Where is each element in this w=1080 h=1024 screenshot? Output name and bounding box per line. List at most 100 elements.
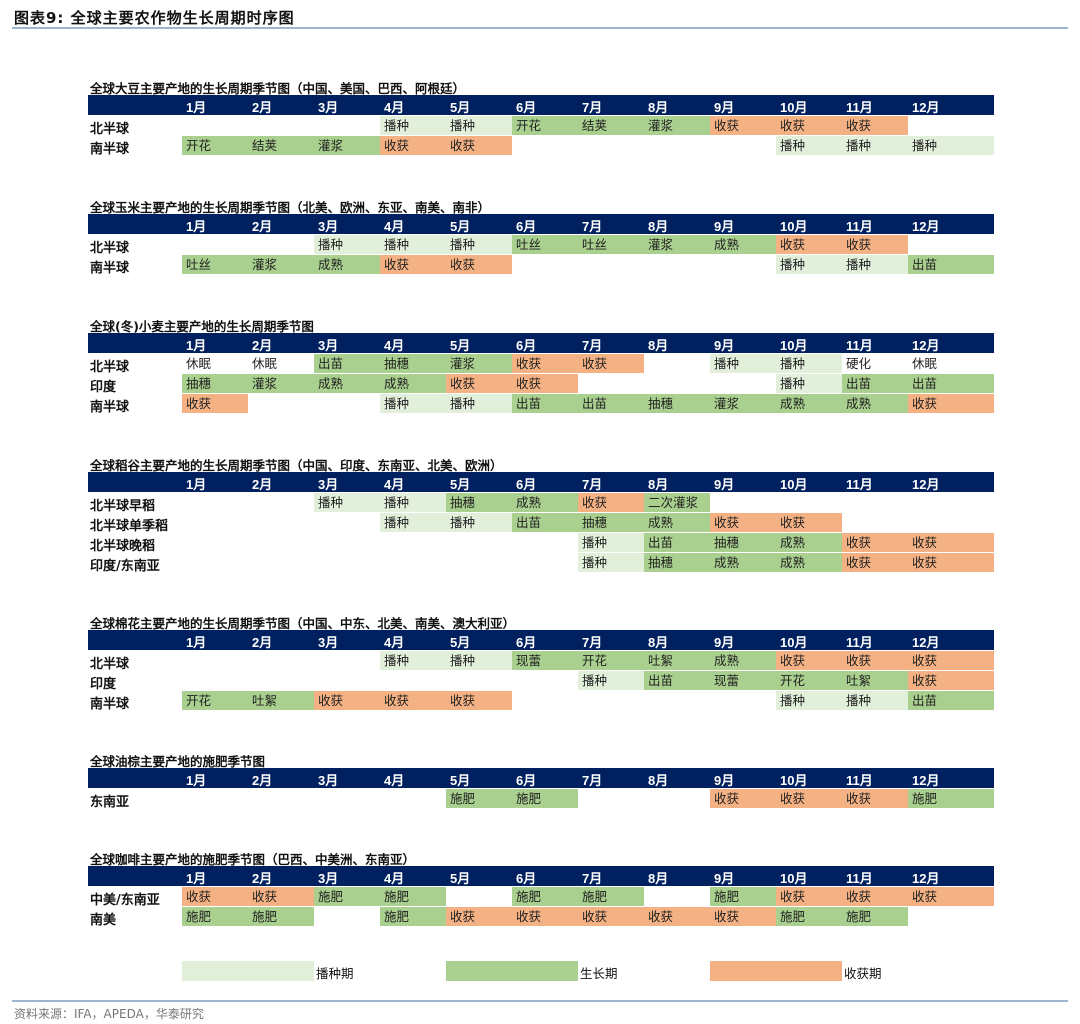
stage-cell: 施肥 xyxy=(380,887,446,906)
month-header: 4月 xyxy=(384,773,405,788)
stage-cell: 收获 xyxy=(578,493,644,512)
row-label: 北半球 xyxy=(90,657,130,672)
stage-cell: 播种 xyxy=(380,116,446,135)
stage-cell: 播种 xyxy=(380,394,446,413)
month-header: 1月 xyxy=(186,635,207,650)
stage-cell: 施肥 xyxy=(446,789,512,808)
stage-cell: 休眠 xyxy=(248,354,314,373)
month-header: 4月 xyxy=(384,100,405,115)
calendar-row: 北半球晚稻 播种 出苗 抽穗 成熟 收获 收获 xyxy=(88,533,994,554)
month-header: 3月 xyxy=(318,477,339,492)
stage-cell: 播种 xyxy=(776,691,842,710)
stage-cell: 成熟 xyxy=(776,533,842,552)
stage-cell: 施肥 xyxy=(710,887,776,906)
stage-cell: 成熟 xyxy=(842,394,908,413)
row-label: 南半球 xyxy=(90,400,130,415)
stage-cell: 施肥 xyxy=(908,789,994,808)
month-header: 2月 xyxy=(252,635,273,650)
stage-cell: 抽穗 xyxy=(446,493,512,512)
month-header: 11月 xyxy=(846,338,873,353)
calendar-row: 北半球早稻 播种 播种 抽穗 成熟 收获 二次灌浆 xyxy=(88,493,994,514)
stage-cell: 灌浆 xyxy=(248,374,314,393)
stage-cell: 吐丝 xyxy=(512,235,578,254)
month-header: 4月 xyxy=(384,871,405,886)
section-title: 全球玉米主要产地的生长周期季节图（北美、欧洲、东亚、南美、南非） xyxy=(90,200,491,215)
stage-cell: 成熟 xyxy=(710,553,776,572)
stage-cell: 收获 xyxy=(908,651,994,670)
month-header: 11月 xyxy=(846,635,873,650)
stage-cell: 结荚 xyxy=(248,136,314,155)
stage-cell: 出苗 xyxy=(512,394,578,413)
stage-cell: 播种 xyxy=(842,691,908,710)
month-header: 9月 xyxy=(714,338,735,353)
month-header-row: 1月 2月 3月 4月 5月 6月 7月 8月 9月 10月 11月 12月 xyxy=(88,768,994,788)
calendar-row: 东南亚 施肥 施肥 收获 收获 收获 施肥 xyxy=(88,789,994,810)
month-header: 9月 xyxy=(714,635,735,650)
month-header: 8月 xyxy=(648,477,669,492)
legend-swatch xyxy=(446,961,578,981)
stage-cell: 收获 xyxy=(512,374,578,393)
calendar-row: 中美/东南亚 收获 收获 施肥 施肥 施肥 施肥 施肥 收获 收获 收获 xyxy=(88,887,994,908)
month-header: 5月 xyxy=(450,635,471,650)
stage-cell: 播种 xyxy=(776,136,842,155)
stage-cell: 收获 xyxy=(908,553,994,572)
month-header: 1月 xyxy=(186,338,207,353)
stage-cell: 收获 xyxy=(710,907,776,926)
month-header: 9月 xyxy=(714,100,735,115)
month-header: 6月 xyxy=(516,773,537,788)
month-header: 5月 xyxy=(450,871,471,886)
source-note: 资料来源：IFA，APEDA，华泰研究 xyxy=(14,1007,204,1021)
calendar-row: 南半球 开花 结荚 灌浆 收获 收获 播种 播种 播种 xyxy=(88,136,994,157)
stage-cell: 收获 xyxy=(578,907,644,926)
stage-cell: 播种 xyxy=(578,533,644,552)
month-header: 6月 xyxy=(516,219,537,234)
month-header: 4月 xyxy=(384,635,405,650)
stage-cell: 收获 xyxy=(776,235,842,254)
month-header: 7月 xyxy=(582,100,603,115)
stage-cell: 播种 xyxy=(380,513,446,532)
stage-cell: 施肥 xyxy=(776,907,842,926)
stage-cell: 抽穗 xyxy=(644,553,710,572)
stage-cell: 施肥 xyxy=(512,789,578,808)
top-divider xyxy=(12,27,1068,29)
calendar-row: 北半球 播种 播种 现蕾 开花 吐絮 成熟 收获 收获 收获 xyxy=(88,651,994,672)
legend-swatch xyxy=(182,961,314,981)
stage-cell: 吐丝 xyxy=(182,255,248,274)
stage-cell: 播种 xyxy=(776,354,842,373)
stage-cell: 吐絮 xyxy=(248,691,314,710)
stage-cell: 播种 xyxy=(446,235,512,254)
stage-cell: 开花 xyxy=(776,671,842,690)
stage-cell: 吐丝 xyxy=(578,235,644,254)
stage-cell: 抽穗 xyxy=(182,374,248,393)
stage-cell: 收获 xyxy=(908,394,994,413)
stage-cell: 收获 xyxy=(182,394,248,413)
calendar-row: 印度 播种 出苗 现蕾 开花 吐絮 收获 xyxy=(88,671,994,692)
calendar-row: 北半球 播种 播种 播种 吐丝 吐丝 灌浆 成熟 收获 收获 xyxy=(88,235,994,256)
stage-cell: 收获 xyxy=(446,907,512,926)
stage-cell: 出苗 xyxy=(512,513,578,532)
month-header: 7月 xyxy=(582,635,603,650)
month-header: 12月 xyxy=(912,773,940,788)
stage-cell: 播种 xyxy=(776,255,842,274)
month-header: 4月 xyxy=(384,477,405,492)
legend-label: 生长期 xyxy=(580,966,618,981)
month-header: 8月 xyxy=(648,100,669,115)
stage-cell: 成熟 xyxy=(314,255,380,274)
stage-cell: 播种 xyxy=(842,136,908,155)
month-header: 10月 xyxy=(780,871,808,886)
month-header: 9月 xyxy=(714,477,735,492)
row-label: 南半球 xyxy=(90,261,130,276)
stage-cell: 收获 xyxy=(842,789,908,808)
stage-cell: 施肥 xyxy=(248,907,314,926)
section-title: 全球油棕主要产地的施肥季节图 xyxy=(90,754,266,769)
month-header: 10月 xyxy=(780,219,808,234)
calendar-row: 印度 抽穗 灌浆 成熟 成熟 收获 收获 播种 出苗 出苗 xyxy=(88,374,994,395)
month-header: 2月 xyxy=(252,871,273,886)
stage-cell: 休眠 xyxy=(908,354,994,373)
stage-cell: 播种 xyxy=(710,354,776,373)
month-header: 4月 xyxy=(384,219,405,234)
section-title: 全球咖啡主要产地的施肥季节图（巴西、中美洲、东南亚） xyxy=(90,852,416,867)
row-label: 北半球 xyxy=(90,122,130,137)
month-header: 7月 xyxy=(582,219,603,234)
stage-cell: 成熟 xyxy=(314,374,380,393)
